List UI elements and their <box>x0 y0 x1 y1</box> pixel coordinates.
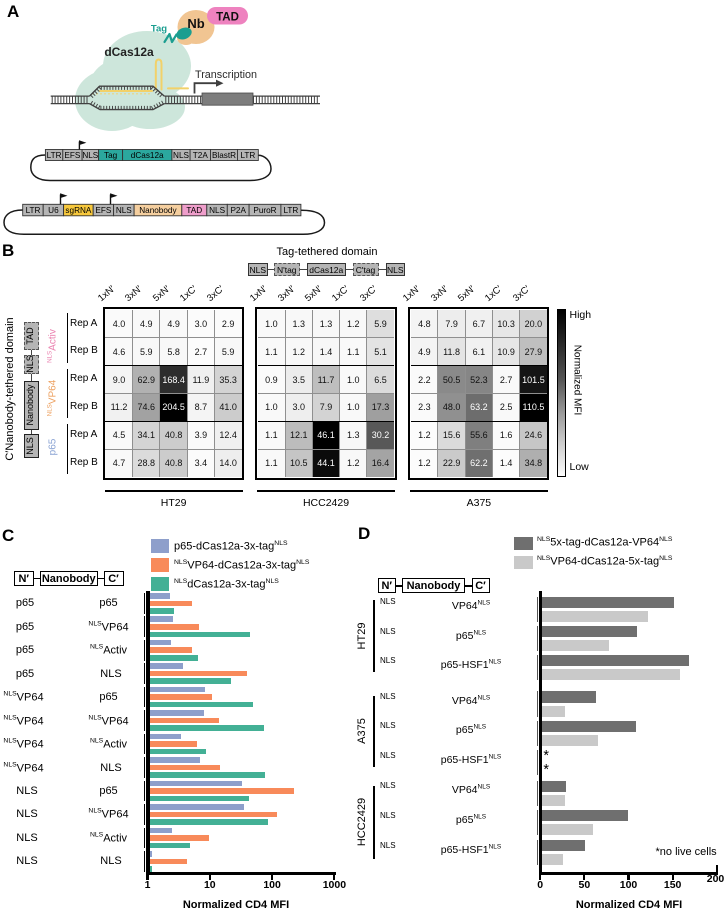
svg-text:dCas12a: dCas12a <box>104 45 154 59</box>
svg-text:LTR: LTR <box>240 151 255 160</box>
svg-text:EFS: EFS <box>95 206 111 215</box>
svg-text:PuroR: PuroR <box>253 206 276 215</box>
svg-text:Tag: Tag <box>151 24 167 35</box>
svg-text:BlastR: BlastR <box>212 151 236 160</box>
svg-text:dCas12a: dCas12a <box>131 151 164 160</box>
svg-text:TAD: TAD <box>216 11 239 23</box>
svg-text:LTR: LTR <box>283 206 298 215</box>
svg-text:Tag: Tag <box>104 151 118 160</box>
svg-text:TAD: TAD <box>186 206 202 215</box>
svg-text:EFS: EFS <box>64 151 80 160</box>
svg-text:LTR: LTR <box>26 206 41 215</box>
svg-text:LTR: LTR <box>47 151 62 160</box>
svg-text:NLS: NLS <box>116 206 132 215</box>
svg-text:Nb: Nb <box>187 16 204 31</box>
svg-text:U6: U6 <box>48 206 59 215</box>
svg-text:T2A: T2A <box>193 151 209 160</box>
svg-text:sgRNA: sgRNA <box>65 206 91 215</box>
svg-text:Transcription: Transcription <box>195 69 257 81</box>
svg-text:NLS: NLS <box>209 206 225 215</box>
svg-text:NLS: NLS <box>173 151 189 160</box>
svg-text:NLS: NLS <box>82 151 98 160</box>
svg-text:P2A: P2A <box>230 206 246 215</box>
svg-text:Nanobody: Nanobody <box>139 206 177 215</box>
